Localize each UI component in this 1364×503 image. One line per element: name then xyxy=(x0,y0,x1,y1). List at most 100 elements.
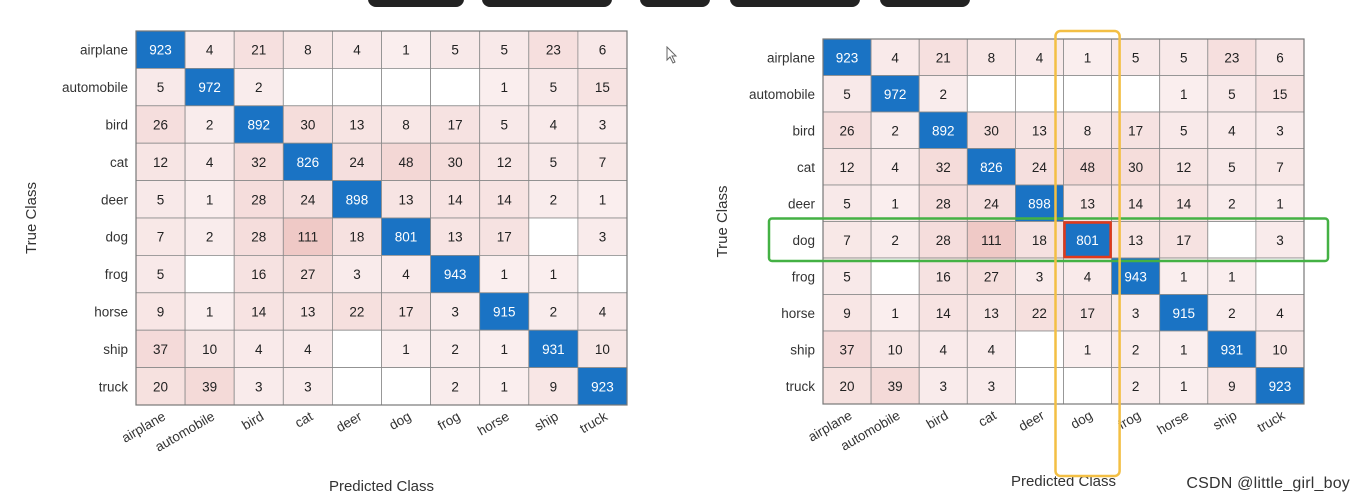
cell-value: 30 xyxy=(448,155,463,170)
cell-value: 1 xyxy=(1180,342,1188,357)
column-tick-label: cat xyxy=(976,407,999,429)
cell-value: 28 xyxy=(936,196,951,211)
matrix-cell xyxy=(331,68,382,107)
cell-value: 24 xyxy=(300,192,316,207)
matrix-cell xyxy=(1159,111,1209,149)
matrix-cell xyxy=(1255,38,1305,76)
matrix-cell xyxy=(331,329,382,369)
y-axis-title: True Class xyxy=(714,186,731,258)
matrix-cell xyxy=(528,30,579,69)
cell-value: 931 xyxy=(542,342,565,357)
matrix-cell xyxy=(282,180,333,219)
matrix-cell xyxy=(870,221,920,259)
cell-value: 892 xyxy=(932,123,955,138)
cell-value: 17 xyxy=(497,230,512,245)
cell-value: 14 xyxy=(1128,196,1144,211)
cell-value: 16 xyxy=(251,267,266,282)
cell-value: 4 xyxy=(206,43,214,58)
matrix-cell xyxy=(870,330,920,368)
cell-value: 17 xyxy=(448,118,463,133)
cell-value: 7 xyxy=(843,233,851,248)
matrix-cell xyxy=(479,254,530,294)
cell-value: 24 xyxy=(984,196,1000,211)
y-axis-title: True Class xyxy=(23,182,40,254)
column-tick-label: bird xyxy=(924,408,951,432)
matrix-cell xyxy=(430,68,481,107)
matrix-cell xyxy=(282,68,333,107)
matrix-cell xyxy=(282,329,333,369)
cell-value: 28 xyxy=(251,230,266,245)
matrix-cell xyxy=(1255,367,1305,405)
matrix-cell xyxy=(918,38,968,76)
cell-value: 2 xyxy=(939,87,947,102)
watermark: CSDN @little_girl_boy xyxy=(1186,475,1350,492)
cell-value: 30 xyxy=(300,118,315,133)
matrix-cell xyxy=(1159,75,1209,113)
cell-value: 1 xyxy=(402,342,410,357)
matrix-cell xyxy=(184,329,235,369)
matrix-cell xyxy=(822,75,872,113)
cell-value: 801 xyxy=(1076,233,1099,248)
cell-value: 4 xyxy=(1036,50,1044,65)
cell-value: 37 xyxy=(840,342,855,357)
matrix-cell xyxy=(282,105,333,144)
matrix-cell xyxy=(233,105,284,144)
row-tick-label: deer xyxy=(101,192,129,207)
matrix-cell xyxy=(381,180,431,219)
cell-value: 14 xyxy=(251,305,267,320)
cell-value: 8 xyxy=(988,50,996,65)
matrix-cell xyxy=(1255,257,1305,295)
cell-value: 26 xyxy=(840,123,855,138)
matrix-cell xyxy=(479,68,530,107)
cell-value: 972 xyxy=(198,80,221,95)
matrix-cell xyxy=(1159,330,1209,368)
cell-value: 4 xyxy=(206,155,214,170)
cell-value: 14 xyxy=(497,192,513,207)
cell-value: 2 xyxy=(206,230,214,245)
column-tick-label: deer xyxy=(1016,407,1047,434)
row-tick-label: frog xyxy=(105,267,128,282)
matrix-cell xyxy=(918,294,968,332)
cell-value: 4 xyxy=(599,305,607,320)
matrix-cell xyxy=(1063,367,1112,405)
row-tick-label: bird xyxy=(792,123,815,138)
cell-value: 12 xyxy=(153,155,168,170)
cell-value: 21 xyxy=(251,43,266,58)
matrix-cell xyxy=(184,68,235,107)
matrix-cell xyxy=(184,367,235,406)
cell-value: 111 xyxy=(981,233,1002,248)
cell-value: 30 xyxy=(984,123,999,138)
matrix-cell xyxy=(430,254,481,294)
matrix-cell xyxy=(1159,367,1209,405)
matrix-cell xyxy=(233,30,284,69)
cell-value: 2 xyxy=(1132,342,1140,357)
column-tick-label: dog xyxy=(1068,408,1095,432)
cell-value: 5 xyxy=(157,80,165,95)
cell-value: 4 xyxy=(988,342,996,357)
cell-value: 3 xyxy=(353,267,361,282)
cell-value: 1 xyxy=(891,306,899,321)
cell-value: 1 xyxy=(550,267,558,282)
cell-value: 5 xyxy=(843,87,851,102)
x-axis-title: Predicted Class xyxy=(329,478,434,495)
cell-value: 48 xyxy=(399,155,414,170)
cell-value: 1 xyxy=(1276,196,1284,211)
matrix-cell xyxy=(1063,184,1112,222)
matrix-cell xyxy=(1159,184,1209,222)
column-tick-label: dog xyxy=(387,409,414,433)
cell-value: 39 xyxy=(202,379,217,394)
matrix-cell xyxy=(528,292,579,331)
cell-value: 30 xyxy=(1128,160,1143,175)
cell-value: 13 xyxy=(1032,123,1047,138)
cell-value: 32 xyxy=(251,155,266,170)
cell-value: 923 xyxy=(149,43,172,58)
cell-value: 20 xyxy=(153,379,168,394)
cell-value: 10 xyxy=(888,342,903,357)
matrix-cell xyxy=(918,75,968,113)
cell-value: 13 xyxy=(300,305,315,320)
matrix-cell xyxy=(430,329,481,369)
matrix-cell xyxy=(966,38,1016,76)
row-tick-label: automobile xyxy=(62,80,128,95)
